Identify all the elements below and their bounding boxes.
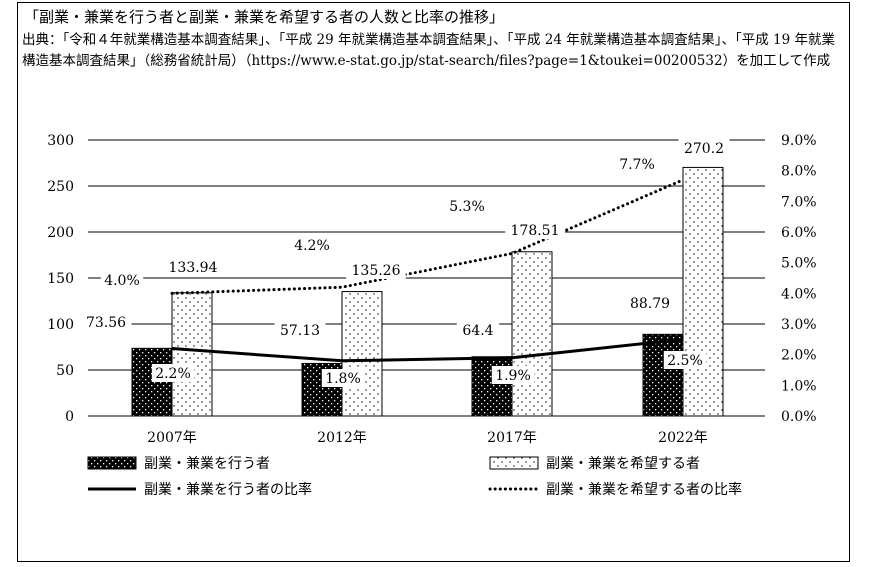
figure-frame	[17, 2, 850, 562]
chart-title: 「副業・兼業を行う者と副業・兼業を希望する者の人数と比率の推移」	[24, 8, 505, 26]
data-label-side-job: 57.13	[280, 323, 320, 339]
y-left-tick-label: 50	[56, 363, 74, 379]
line-side-job-rate	[171, 337, 684, 363]
data-label-side-job-wish-rate: 4.0%	[104, 273, 140, 289]
data-label-side-job-rate-bg	[151, 364, 195, 382]
x-tick-label: 2007年	[147, 430, 197, 446]
y-left-tick-label: 0	[65, 409, 74, 425]
legend-label: 副業・兼業を行う者	[144, 456, 270, 472]
y-left-tick-label: 300	[47, 133, 74, 149]
legend-swatch	[87, 456, 137, 470]
y-right-tick-label: 6.0%	[781, 225, 817, 241]
bar-side-job	[642, 333, 684, 417]
bar-side-job-wish	[511, 251, 553, 417]
y-right-tick-label: 5.0%	[781, 256, 817, 272]
data-label-side-job-wish-rate: 7.7%	[619, 157, 655, 173]
data-label-side-job: 88.79	[630, 296, 670, 312]
bar-side-job-wish	[682, 166, 724, 417]
y-right-tick-label: 9.0%	[781, 133, 817, 149]
data-label-side-job-wish-rate-bg	[445, 197, 489, 215]
x-tick-label: 2012年	[317, 430, 367, 446]
y-right-tick-label: 8.0%	[781, 164, 817, 180]
data-label-side-job-wish: 178.51	[511, 223, 560, 239]
data-label-side-job-wish-rate: 4.2%	[294, 238, 330, 254]
data-label-side-job-rate-bg	[491, 366, 535, 384]
legend-label: 副業・兼業を希望する者の比率	[546, 481, 742, 498]
y-right-tick-label: 2.0%	[781, 348, 817, 364]
y-left-tick-label: 250	[47, 179, 74, 195]
data-label-side-job-wish-rate-bg	[290, 236, 334, 254]
data-label-side-job-wish-bg	[346, 261, 406, 279]
y-left-tick-label: 100	[47, 317, 74, 333]
line-side-job-wish-rate	[170, 178, 685, 295]
x-tick-label: 2022年	[658, 430, 708, 446]
data-label-side-job-rate-bg	[321, 369, 365, 387]
y-right-tick-label: 7.0%	[781, 194, 817, 210]
data-label-side-job-rate: 2.5%	[667, 353, 703, 369]
bar-side-job	[131, 347, 173, 417]
bar-side-job-wish	[171, 292, 213, 417]
legend-label: 副業・兼業を行う者の比率	[144, 481, 312, 498]
data-label-side-job-wish: 133.94	[169, 260, 218, 276]
data-label-side-job: 64.4	[462, 323, 493, 339]
y-left-tick-label: 150	[47, 271, 74, 287]
x-tick-label: 2017年	[487, 430, 537, 446]
y-left-tick-label: 200	[47, 225, 74, 241]
data-label-side-job-bg	[456, 321, 500, 339]
data-label-side-job-wish-bg	[505, 221, 565, 239]
legend-swatch	[489, 456, 539, 470]
y-right-tick-label: 3.0%	[781, 317, 817, 333]
data-label-side-job-rate-bg	[663, 351, 707, 369]
data-label-side-job-rate: 1.9%	[495, 368, 531, 384]
y-right-tick-label: 1.0%	[781, 378, 817, 394]
bar-side-job	[471, 356, 513, 417]
source-note: 出典：「令和４年就業構造基本調査結果」、「平成 29 年就業構造基本調査結果」、…	[22, 32, 836, 69]
data-label-side-job-wish: 270.2	[684, 141, 724, 157]
data-label-side-job-wish-bg	[163, 258, 223, 276]
data-label-side-job-bg	[624, 294, 676, 312]
data-label-side-job-wish-rate-bg	[615, 155, 659, 173]
data-label-side-job-bg	[80, 313, 132, 331]
data-label-side-job-rate: 2.2%	[155, 366, 191, 382]
legend-label: 副業・兼業を希望する者	[546, 456, 700, 472]
bar-side-job-wish	[341, 291, 383, 417]
data-label-side-job: 73.56	[86, 315, 126, 331]
y-right-tick-label: 4.0%	[781, 286, 817, 302]
data-label-side-job-wish: 135.26	[352, 263, 401, 279]
data-label-side-job-wish-rate-bg	[100, 271, 144, 289]
data-label-side-job-bg	[274, 321, 326, 339]
data-label-side-job-wish-bg	[678, 139, 730, 157]
data-label-side-job-wish-rate: 5.3%	[449, 199, 485, 215]
data-label-side-job-rate: 1.8%	[325, 371, 361, 387]
y-right-tick-label: 0.0%	[781, 409, 817, 425]
